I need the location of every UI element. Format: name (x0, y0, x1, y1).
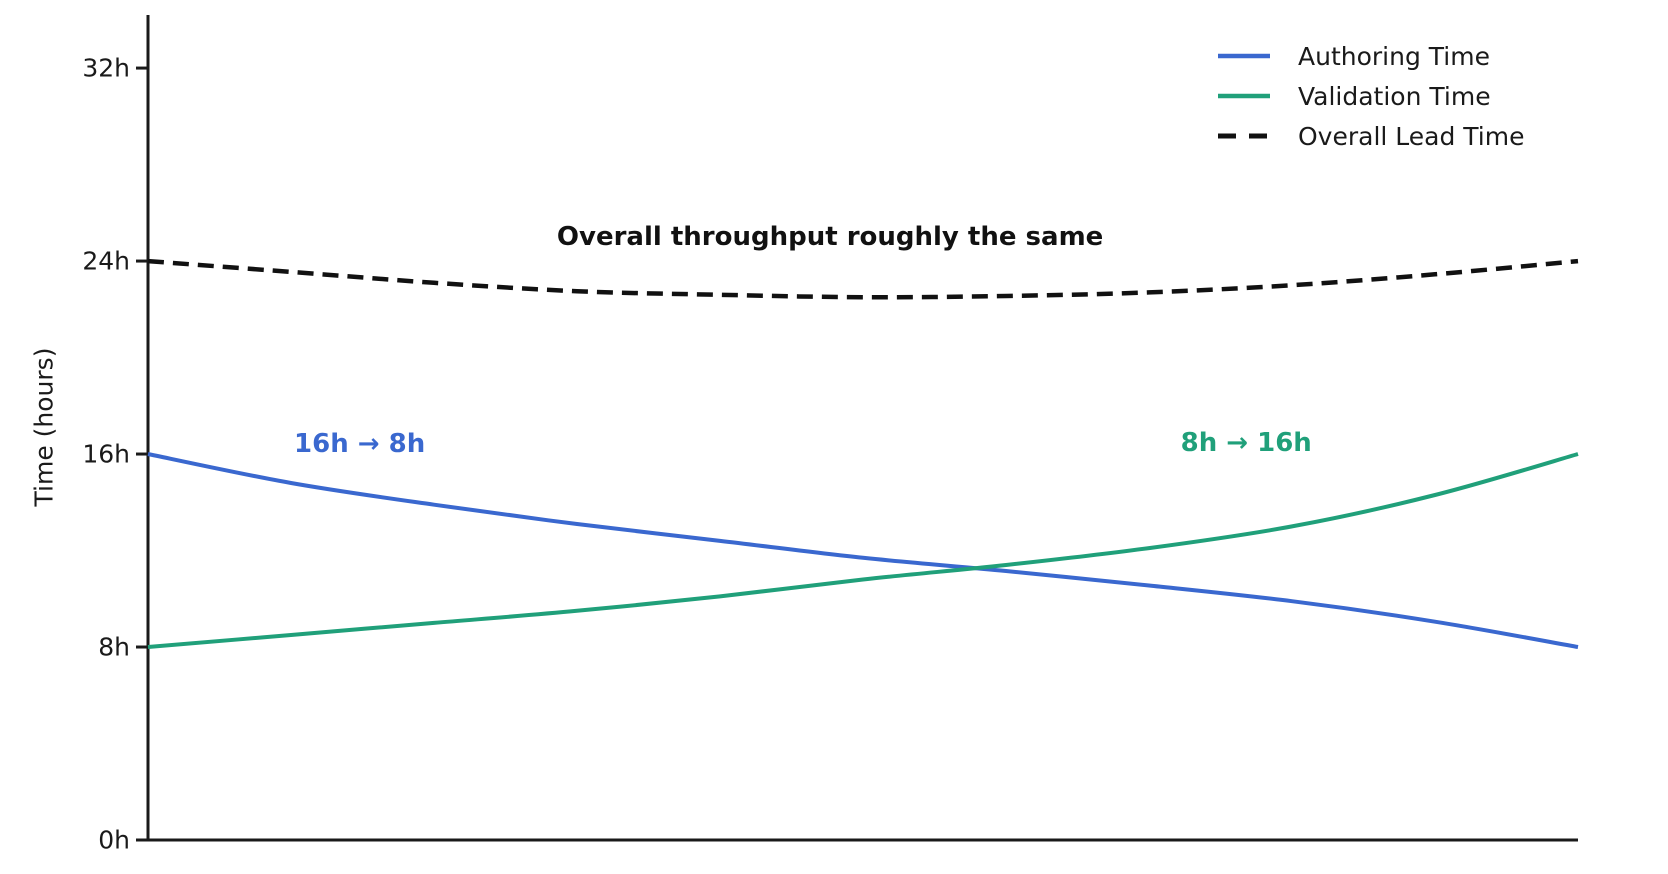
legend-label-validation-time: Validation Time (1298, 81, 1491, 111)
y-tick-label-24h: 24h (82, 246, 130, 276)
legend-item-overall-lead-time: Overall Lead Time (1218, 116, 1524, 156)
legend: Authoring Time Validation Time Overall L… (1218, 36, 1524, 156)
y-tick-label-8h: 8h (98, 632, 130, 662)
series-line-overall-lead-time (147, 258, 1579, 300)
validation-time-line-swatch-icon (1218, 93, 1270, 99)
annotation-overall-throughput: Overall throughput roughly the same (556, 221, 1104, 252)
annotation-validation-8h-to-16h: 8h → 16h (1180, 427, 1312, 458)
legend-label-authoring-time: Authoring Time (1298, 41, 1490, 71)
y-tick-label-0h: 0h (98, 825, 130, 855)
series-line-authoring-time (147, 452, 1579, 649)
legend-label-overall-lead-time: Overall Lead Time (1298, 121, 1525, 151)
legend-item-validation-time: Validation Time (1218, 76, 1524, 116)
series-line-validation-time (147, 452, 1579, 649)
authoring-time-line-swatch-icon (1218, 53, 1270, 59)
y-tick-label-32h: 32h (82, 53, 130, 83)
annotation-authoring-16h-to-8h: 16h → 8h (294, 428, 426, 459)
legend-item-authoring-time: Authoring Time (1218, 36, 1524, 76)
y-tick-label-16h: 16h (82, 439, 130, 469)
y-axis-title: Time (hours) (29, 347, 59, 507)
overall-lead-time-dashed-swatch-icon (1218, 133, 1270, 139)
